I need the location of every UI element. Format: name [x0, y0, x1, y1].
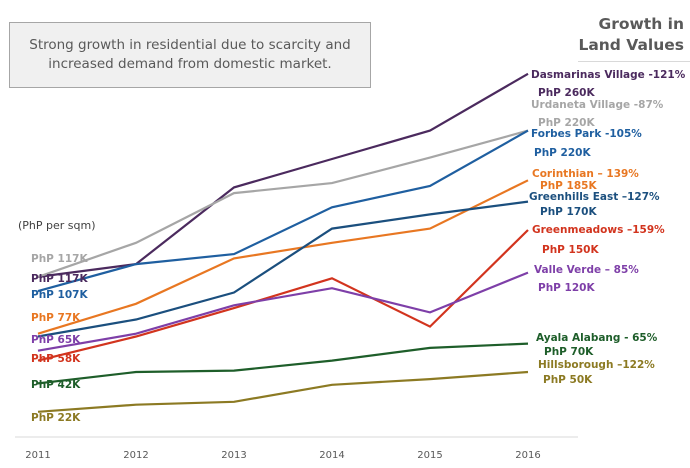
growth-label: Valle Verde – 85%	[534, 264, 639, 276]
series-line-corinthian	[37, 179, 529, 335]
x-tick-label: 2014	[319, 450, 344, 461]
unit-label: (PhP per sqm)	[18, 219, 96, 232]
series-line-ayala-alabang	[37, 342, 529, 385]
end-value-label: PhP 50K	[543, 374, 593, 386]
callout-box: Strong growth in residential due to scar…	[9, 22, 371, 88]
end-value-label: PhP 260K	[538, 87, 595, 99]
series-lines	[37, 72, 529, 413]
end-value-label: PhP 170K	[540, 206, 597, 218]
growth-label: Forbes Park -105%	[531, 128, 642, 140]
series-line-greenhills-east	[37, 200, 529, 338]
end-value-label: PhP 150K	[542, 244, 599, 256]
series-line-valle-verde	[37, 271, 529, 352]
growth-label: Hillsborough –122%	[538, 359, 655, 371]
callout-text: Strong growth in residential due to scar…	[29, 37, 351, 72]
growth-label: Ayala Alabang - 65%	[536, 332, 658, 344]
series-line-forbes-park	[37, 129, 529, 293]
x-axis-ticks: 2011 2012 2013 2014 2015 2016	[25, 450, 540, 461]
series-line-greenmeadows	[37, 229, 529, 362]
end-value-label: PhP 220K	[538, 117, 595, 129]
growth-label: Greenhills East –127%	[529, 191, 660, 203]
end-value-label: PhP 185K	[540, 180, 597, 192]
end-value-label: PhP 220K	[534, 147, 591, 159]
start-label: PhP 22K	[31, 412, 81, 424]
x-tick-label: 2013	[221, 450, 246, 461]
start-label: PhP 65K	[31, 334, 81, 346]
x-tick-label: 2012	[123, 450, 148, 461]
end-value-label: PhP 120K	[538, 282, 595, 294]
start-label: PhP 42K	[31, 379, 81, 391]
growth-label: Dasmarinas Village -121%	[531, 69, 686, 81]
end-labels: Dasmarinas Village -121% PhP 260KUrdaneta…	[529, 69, 686, 386]
x-tick-label: 2015	[417, 450, 442, 461]
chart-title-line1: Growth in	[598, 15, 684, 33]
series-line-dasmarinas-village	[37, 72, 529, 278]
growth-label: Urdaneta Village -87%	[531, 99, 664, 111]
series-line-hillsborough	[37, 370, 529, 413]
end-value-label: PhP 70K	[544, 346, 594, 358]
start-label: PhP 77K	[31, 312, 81, 324]
chart-title-line2: Land Values	[578, 36, 684, 54]
title-divider	[578, 61, 690, 62]
chart-title: Growth in Land Values	[578, 14, 684, 56]
growth-label: Corinthian – 139%	[532, 168, 639, 180]
start-label: PhP 58K	[31, 353, 81, 365]
start-labels: PhP 117K PhP 117K PhP 107K PhP 77K PhP 58K Ph…	[31, 253, 88, 424]
start-label: PhP 107K	[31, 289, 88, 301]
x-tick-label: 2011	[25, 450, 50, 461]
start-label: PhP 117K	[31, 253, 88, 265]
series-line-urdaneta-village	[37, 129, 529, 278]
growth-label: Greenmeadows –159%	[532, 224, 665, 236]
start-label: PhP 117K	[31, 273, 88, 285]
x-tick-label: 2016	[515, 450, 540, 461]
